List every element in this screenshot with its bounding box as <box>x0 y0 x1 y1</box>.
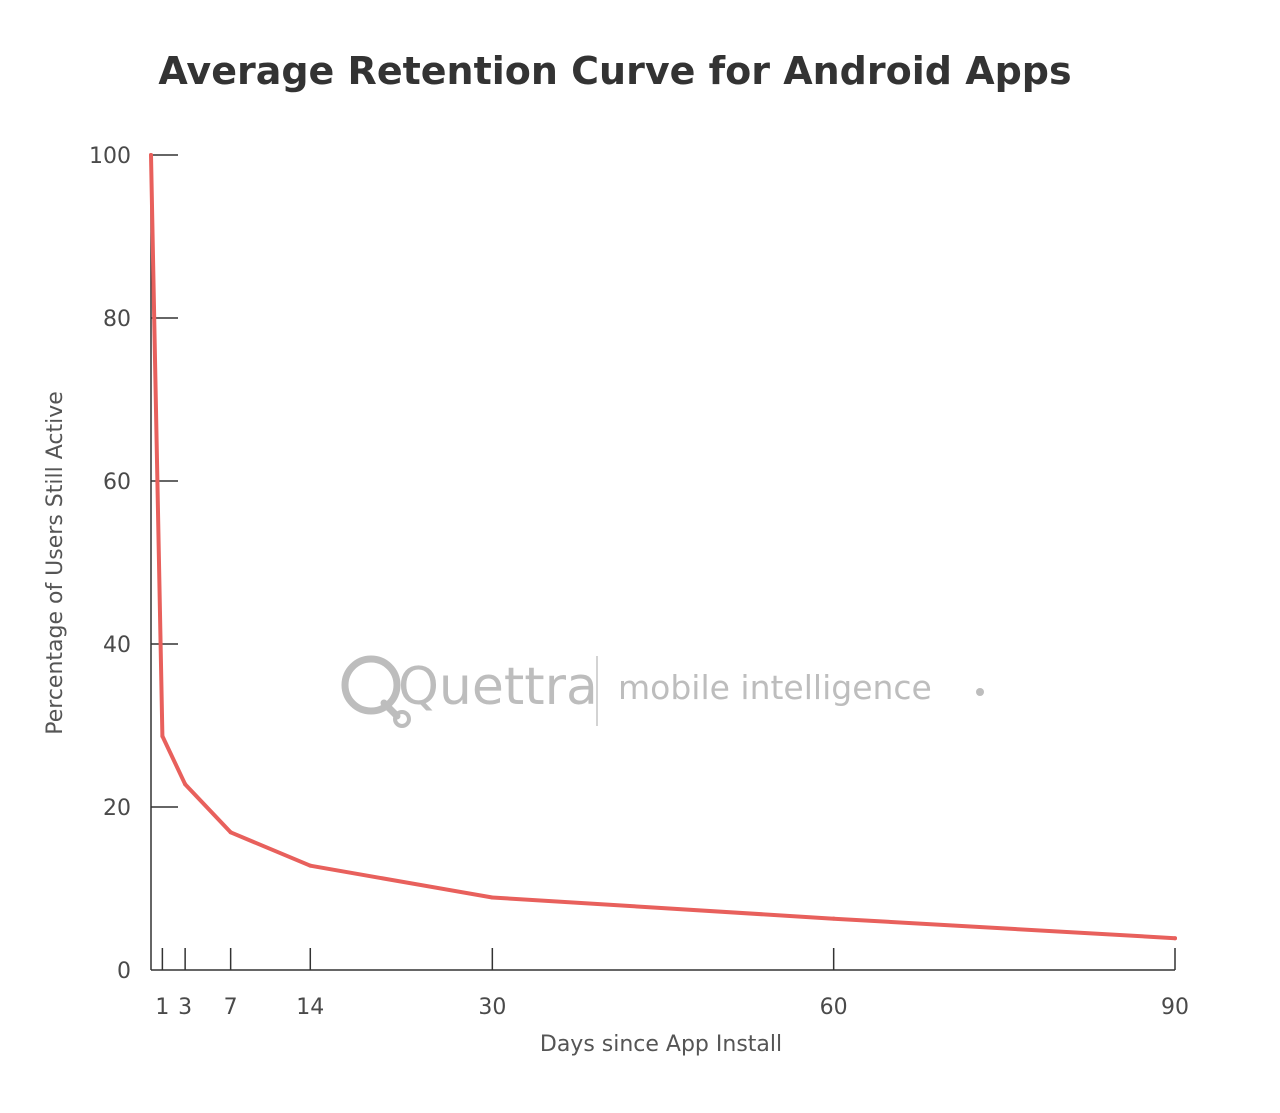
axes: 0 20 40 60 80 100 1 3 7 14 30 60 90 <box>89 144 1189 1020</box>
data-point <box>831 916 836 921</box>
x-tick-label: 7 <box>224 995 238 1020</box>
y-tick-label: 40 <box>103 633 131 658</box>
data-point <box>1173 936 1177 941</box>
data-point <box>183 782 188 787</box>
x-tick-label: 1 <box>155 995 169 1020</box>
y-tick-label: 100 <box>89 144 131 169</box>
chart-title: Average Retention Curve for Android Apps <box>158 49 1071 93</box>
x-axis-title: Days since App Install <box>540 1032 782 1057</box>
x-tick-label: 3 <box>178 995 192 1020</box>
y-tick-label: 60 <box>103 470 131 495</box>
magnifier-q-icon <box>341 655 411 728</box>
y-tick-label: 80 <box>103 307 131 332</box>
watermark-brand: Quettra <box>398 657 598 717</box>
y-tick-label: 20 <box>103 796 131 821</box>
x-tick-label: 60 <box>820 995 848 1020</box>
data-point <box>308 863 313 868</box>
retention-line <box>149 153 1177 941</box>
data-point <box>149 153 153 157</box>
x-tick-label: 30 <box>478 995 506 1020</box>
y-tick-label: 0 <box>117 959 131 984</box>
data-point <box>228 830 233 835</box>
plot-area <box>149 153 1177 941</box>
x-tick-label: 14 <box>296 995 324 1020</box>
data-point <box>160 734 165 739</box>
x-tick-label: 90 <box>1161 995 1189 1020</box>
watermark-dot <box>976 688 984 696</box>
y-axis-title: Percentage of Users Still Active <box>43 391 68 735</box>
watermark: Quettra mobile intelligence <box>341 655 984 728</box>
data-point <box>490 895 495 900</box>
watermark-tagline: mobile intelligence <box>618 668 932 707</box>
